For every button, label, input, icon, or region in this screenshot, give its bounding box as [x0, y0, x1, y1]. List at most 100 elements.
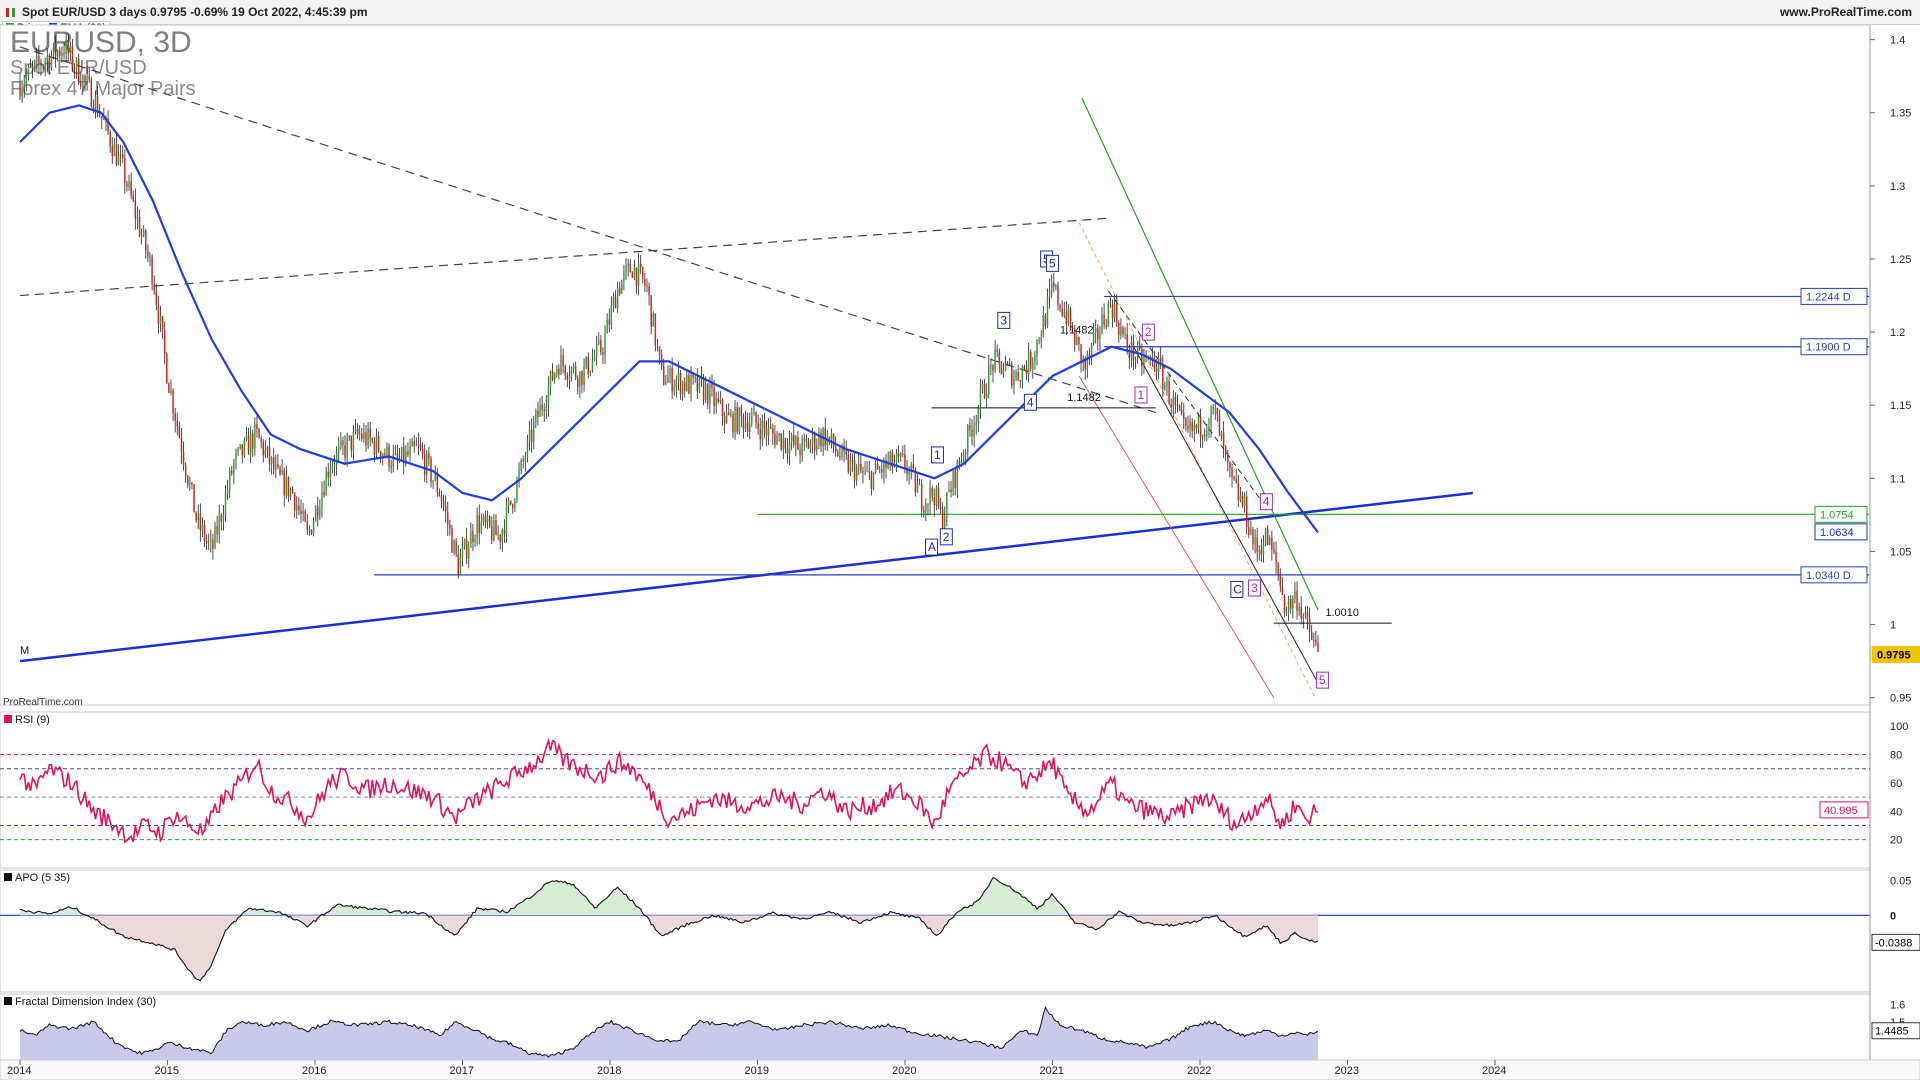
apo-value-tag[interactable]: -0.0388: [1871, 933, 1920, 951]
candle-body: [1090, 343, 1093, 357]
fdi-area: [20, 1007, 1318, 1060]
candle-body: [946, 492, 948, 518]
candle-body: [1252, 529, 1254, 545]
rsi-value-tag[interactable]: 40.995: [1819, 801, 1869, 819]
wave-label[interactable]: 5: [1046, 254, 1059, 272]
candle-body: [847, 455, 850, 472]
candle-body: [252, 433, 254, 449]
candle-body: [1180, 410, 1183, 414]
y-tick-label: 1.35: [1890, 108, 1911, 120]
candle-body: [493, 520, 495, 541]
wave-label-box: [1315, 671, 1329, 689]
candle-body: [535, 410, 537, 423]
candle-body: [291, 489, 294, 494]
fdi-panel[interactable]: Fractal Dimension Index (30): [4, 996, 1319, 1060]
annotation-label: 1.0010: [1325, 607, 1359, 619]
candle-body: [883, 459, 885, 473]
candle-body: [1157, 357, 1160, 372]
axes: 1.4 1.35 1.3 1.25 1.2 1.15 1.1 1.05 1 0.95 1.2244 …: [0, 25, 1920, 1080]
wave-label[interactable]: 4: [1023, 393, 1037, 411]
wave-label[interactable]: A: [925, 538, 939, 556]
candle-body: [574, 366, 577, 378]
rsi-panel[interactable]: RSI (9): [0, 714, 1870, 844]
candle-body: [669, 367, 671, 377]
candle-body: [491, 526, 493, 541]
candle-body: [753, 412, 755, 416]
level-tag[interactable]: 1.0634: [1814, 523, 1868, 541]
apo-panel[interactable]: APO (5 35): [0, 872, 1870, 982]
candle-body: [1115, 303, 1118, 323]
wave-label[interactable]: 2: [939, 528, 953, 546]
candle-body: [86, 76, 88, 81]
candle-body: [260, 437, 262, 442]
candle-body: [379, 451, 382, 458]
x-tick-label: 2019: [745, 1065, 769, 1077]
candle-body: [77, 58, 80, 84]
level-tag[interactable]: 1.0754: [1814, 505, 1868, 523]
candle-body: [853, 460, 856, 481]
candle-body: [480, 521, 483, 533]
candle-body: [855, 467, 858, 481]
candle-body: [598, 340, 600, 344]
candle-body: [696, 377, 699, 392]
candle-body: [931, 487, 933, 498]
candle-body: [625, 265, 627, 272]
candle-body: [84, 75, 86, 81]
candle-body: [579, 371, 581, 388]
candle-body: [1178, 405, 1181, 411]
candle-body: [912, 464, 915, 469]
level-tag[interactable]: 0.9795: [1871, 646, 1920, 664]
candle-body: [1287, 598, 1290, 612]
candle-body: [453, 540, 455, 553]
level-tag[interactable]: 1.1900 D: [1800, 338, 1868, 356]
candle-body: [220, 515, 223, 522]
candle-body: [122, 154, 124, 159]
wave-label-box: [997, 311, 1011, 329]
wave-label[interactable]: 3: [997, 311, 1011, 329]
candle-body: [325, 471, 327, 496]
candle-body: [1304, 611, 1307, 616]
level-tag[interactable]: 1.2244 D: [1800, 287, 1868, 305]
candle-body: [1292, 598, 1294, 609]
candle-body: [342, 440, 344, 446]
fdi-value-tag[interactable]: 1.4485: [1871, 1022, 1920, 1040]
candle-body: [180, 437, 183, 453]
wave-label[interactable]: 2: [1141, 323, 1155, 341]
candle-body: [170, 390, 172, 394]
candle-body: [824, 428, 826, 446]
site-url[interactable]: www.ProRealTime.com: [1779, 5, 1912, 19]
wave-label[interactable]: 4: [1259, 493, 1273, 511]
candle-body: [1061, 308, 1063, 316]
candle-body: [403, 447, 405, 464]
wave-label[interactable]: 3: [1248, 579, 1262, 597]
candle-body: [61, 52, 63, 56]
candle-body: [623, 271, 625, 281]
wave-label[interactable]: C: [1230, 580, 1244, 598]
candle-body: [765, 428, 768, 436]
candle-body: [136, 216, 139, 219]
candle-body: [245, 435, 248, 440]
wave-label[interactable]: 5: [1315, 671, 1329, 689]
rsi-tick-label: 40: [1890, 806, 1902, 818]
candle-body: [157, 305, 160, 324]
candle-body: [423, 454, 426, 475]
candle-body: [350, 435, 353, 451]
candle-body: [501, 529, 504, 542]
candle-body: [1107, 303, 1110, 327]
candle-body: [235, 452, 237, 462]
candle-body: [69, 45, 72, 54]
fdi-tag-box: [1871, 1022, 1920, 1040]
chart-icon[interactable]: [6, 5, 18, 19]
candle-body: [329, 469, 332, 478]
long-support-trendline: [19, 491, 1474, 663]
x-tick-label: 2020: [892, 1065, 916, 1077]
level-tag[interactable]: 1.0340 D: [1800, 566, 1868, 584]
candle-body: [881, 469, 883, 473]
candle-body: [627, 263, 629, 266]
wave-label[interactable]: 1: [1134, 386, 1148, 404]
candle-body: [1017, 372, 1019, 381]
wave-label[interactable]: 1: [930, 446, 944, 464]
candle-body: [1029, 351, 1032, 370]
